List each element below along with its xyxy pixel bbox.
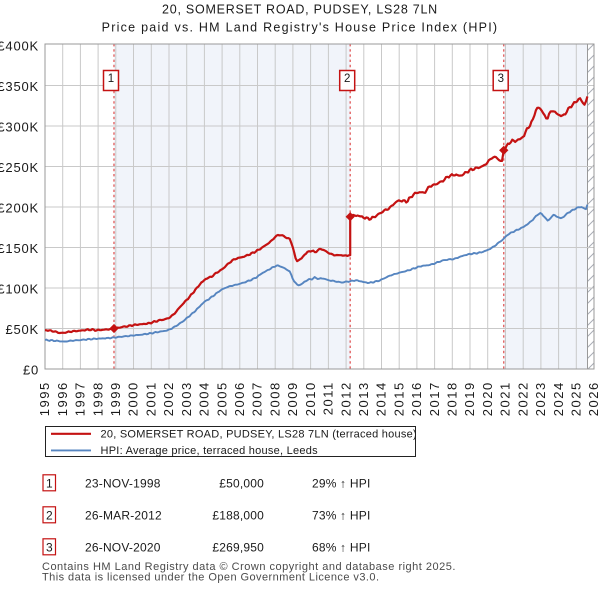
svg-text:2021: 2021 <box>498 381 513 416</box>
svg-text:£269,950: £269,950 <box>212 540 264 554</box>
svg-text:2024: 2024 <box>551 381 566 416</box>
svg-text:2016: 2016 <box>409 381 424 416</box>
svg-text:2026: 2026 <box>586 381 600 416</box>
svg-text:20, SOMERSET ROAD, PUDSEY, LS2: 20, SOMERSET ROAD, PUDSEY, LS28 7LN <box>162 3 438 17</box>
svg-text:HPI: Average price, terraced h: HPI: Average price, terraced house, Leed… <box>101 445 319 457</box>
svg-text:2025: 2025 <box>569 381 584 416</box>
svg-text:20, SOMERSET ROAD, PUDSEY, LS2: 20, SOMERSET ROAD, PUDSEY, LS28 7LN (ter… <box>101 429 417 441</box>
svg-text:2006: 2006 <box>232 381 247 416</box>
svg-text:2012: 2012 <box>338 381 353 416</box>
svg-text:2: 2 <box>46 508 53 522</box>
svg-text:2: 2 <box>344 73 350 85</box>
svg-text:2022: 2022 <box>515 381 530 416</box>
svg-text:£400K: £400K <box>0 38 39 53</box>
svg-text:2009: 2009 <box>285 381 300 416</box>
svg-text:2005: 2005 <box>214 381 229 416</box>
svg-text:2014: 2014 <box>374 381 389 416</box>
svg-text:3: 3 <box>46 540 53 554</box>
svg-text:£250K: £250K <box>0 160 39 175</box>
svg-text:1999: 1999 <box>108 381 123 416</box>
svg-text:1998: 1998 <box>90 381 105 416</box>
svg-text:2003: 2003 <box>179 381 194 416</box>
svg-text:2013: 2013 <box>356 381 371 416</box>
svg-text:2017: 2017 <box>427 381 442 416</box>
svg-text:2010: 2010 <box>303 381 318 416</box>
svg-text:2018: 2018 <box>445 381 460 416</box>
svg-text:£188,000: £188,000 <box>212 508 264 522</box>
svg-text:73% ↑ HPI: 73% ↑ HPI <box>312 508 371 522</box>
svg-text:26-NOV-2020: 26-NOV-2020 <box>85 540 161 554</box>
svg-text:23-NOV-1998: 23-NOV-1998 <box>85 476 161 490</box>
svg-text:2000: 2000 <box>126 381 141 416</box>
svg-text:£200K: £200K <box>0 200 39 215</box>
svg-text:68% ↑ HPI: 68% ↑ HPI <box>312 540 371 554</box>
svg-text:2008: 2008 <box>267 381 282 416</box>
svg-text:29% ↑ HPI: 29% ↑ HPI <box>312 476 371 490</box>
svg-text:2007: 2007 <box>250 381 265 416</box>
svg-text:2015: 2015 <box>391 381 406 416</box>
svg-text:2011: 2011 <box>321 381 336 415</box>
svg-text:£150K: £150K <box>0 241 39 256</box>
svg-text:26-MAR-2012: 26-MAR-2012 <box>85 508 162 522</box>
svg-text:1: 1 <box>108 73 114 85</box>
svg-text:2001: 2001 <box>144 381 159 416</box>
svg-text:3: 3 <box>498 73 504 85</box>
svg-text:£50,000: £50,000 <box>219 476 264 490</box>
svg-text:2002: 2002 <box>161 381 176 416</box>
svg-text:Contains HM Land Registry data: Contains HM Land Registry data © Crown c… <box>42 561 456 573</box>
svg-text:£350K: £350K <box>0 79 39 94</box>
svg-text:2004: 2004 <box>197 381 212 416</box>
svg-text:2023: 2023 <box>533 381 548 416</box>
svg-text:£100K: £100K <box>0 281 39 296</box>
svg-text:£50K: £50K <box>5 322 39 337</box>
svg-text:1995: 1995 <box>37 381 52 416</box>
svg-text:1: 1 <box>46 476 53 490</box>
svg-text:£0: £0 <box>23 362 39 377</box>
svg-text:1996: 1996 <box>55 381 70 416</box>
svg-text:£300K: £300K <box>0 119 39 134</box>
svg-text:1997: 1997 <box>73 381 88 416</box>
svg-text:This data is licensed under th: This data is licensed under the Open Gov… <box>42 572 379 584</box>
svg-text:Price paid vs. HM Land Registr: Price paid vs. HM Land Registry's House … <box>102 20 499 34</box>
svg-text:2020: 2020 <box>480 381 495 416</box>
svg-text:2019: 2019 <box>462 381 477 416</box>
